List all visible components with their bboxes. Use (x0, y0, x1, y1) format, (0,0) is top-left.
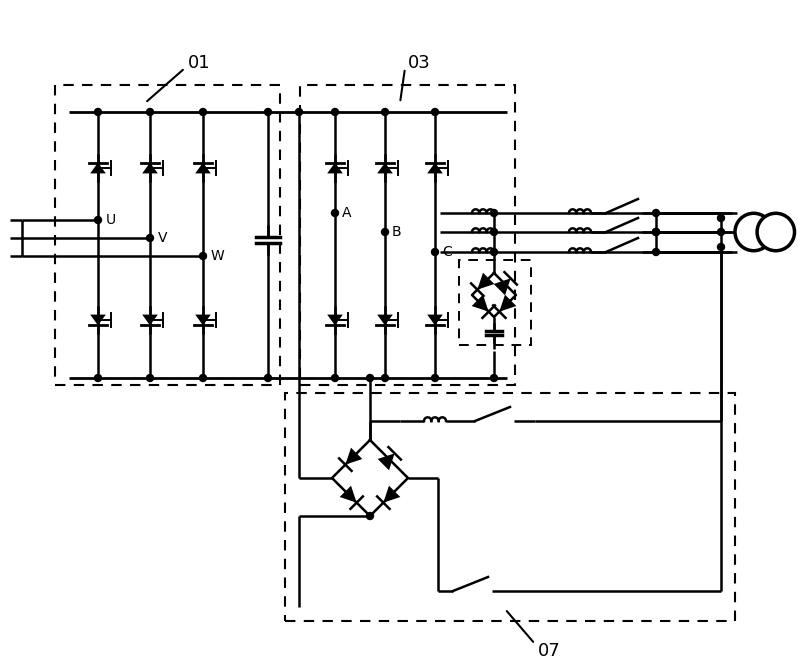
Polygon shape (327, 162, 343, 173)
Polygon shape (378, 162, 393, 173)
Circle shape (757, 213, 794, 251)
Text: 07: 07 (538, 642, 561, 660)
Polygon shape (90, 315, 106, 325)
Circle shape (199, 252, 206, 260)
Circle shape (490, 209, 498, 217)
Circle shape (718, 229, 725, 236)
Circle shape (653, 248, 659, 256)
Text: 03: 03 (408, 54, 430, 72)
Circle shape (331, 374, 338, 382)
Text: A: A (342, 206, 351, 220)
Circle shape (382, 109, 389, 115)
Polygon shape (383, 486, 400, 503)
Circle shape (265, 374, 271, 382)
Circle shape (146, 234, 154, 242)
Circle shape (490, 248, 498, 256)
Circle shape (331, 109, 338, 115)
Bar (55, 85, 280, 385)
Circle shape (146, 109, 154, 115)
Text: C: C (442, 245, 452, 259)
Polygon shape (346, 448, 362, 464)
Polygon shape (494, 278, 510, 295)
Text: V: V (158, 231, 167, 245)
Circle shape (431, 109, 438, 115)
Circle shape (382, 374, 389, 382)
Text: W: W (211, 249, 225, 263)
Text: 01: 01 (188, 54, 210, 72)
Polygon shape (378, 315, 393, 325)
Polygon shape (378, 454, 394, 470)
Bar (300, 85, 515, 385)
Circle shape (490, 374, 498, 382)
Polygon shape (340, 486, 357, 503)
Polygon shape (90, 162, 106, 173)
Bar (459, 260, 531, 345)
Polygon shape (472, 295, 489, 311)
Polygon shape (195, 162, 211, 173)
Circle shape (146, 374, 154, 382)
Circle shape (735, 213, 773, 251)
Bar (285, 393, 735, 621)
Polygon shape (478, 272, 494, 290)
Polygon shape (142, 315, 158, 325)
Circle shape (94, 217, 102, 223)
Text: B: B (392, 225, 402, 239)
Circle shape (199, 374, 206, 382)
Circle shape (431, 248, 438, 256)
Polygon shape (427, 315, 443, 325)
Circle shape (718, 215, 725, 221)
Circle shape (94, 374, 102, 382)
Polygon shape (195, 315, 211, 325)
Circle shape (331, 209, 338, 217)
Circle shape (653, 209, 659, 217)
Circle shape (431, 374, 438, 382)
Circle shape (366, 374, 374, 382)
Polygon shape (499, 295, 516, 311)
Circle shape (653, 229, 659, 236)
Circle shape (653, 229, 659, 236)
Circle shape (295, 109, 302, 115)
Polygon shape (142, 162, 158, 173)
Polygon shape (327, 315, 343, 325)
Circle shape (366, 513, 374, 519)
Circle shape (199, 109, 206, 115)
Circle shape (490, 229, 498, 236)
Circle shape (94, 109, 102, 115)
Circle shape (382, 229, 389, 236)
Text: U: U (106, 213, 116, 227)
Circle shape (718, 244, 725, 250)
Polygon shape (427, 162, 443, 173)
Circle shape (265, 109, 271, 115)
